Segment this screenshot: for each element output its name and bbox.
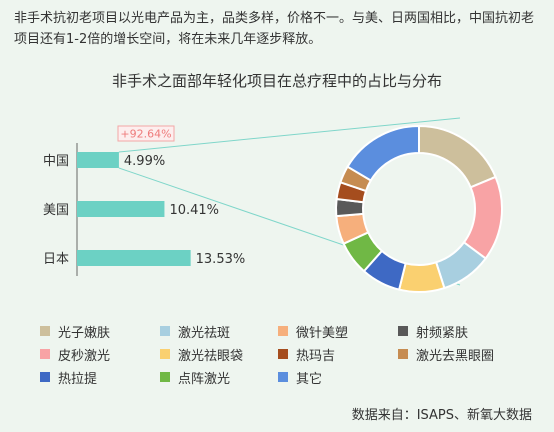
legend-swatch (398, 349, 408, 359)
legend-label: 射频紧肤 (416, 325, 469, 341)
bar-value-label: 4.99% (124, 154, 165, 169)
legend-item: 皮秒激光 (40, 345, 111, 364)
source-note: 数据来自：ISAPS、新氧大数据 (351, 408, 532, 423)
bar-value-label: 10.41% (169, 203, 219, 218)
legend-label: 点阵激光 (178, 371, 231, 387)
legend-swatch (398, 326, 408, 336)
legend-item: 射频紧肤 (398, 322, 469, 341)
legend-swatch (160, 349, 170, 359)
legend-label: 激光祛眼袋 (178, 348, 244, 364)
legend-label: 热拉提 (58, 371, 98, 387)
legend-swatch (40, 326, 50, 336)
legend-swatch (40, 349, 50, 359)
donut-slice (397, 261, 446, 293)
legend-label: 热玛吉 (296, 348, 336, 364)
donut-slice (346, 124, 420, 182)
connector-line-top (118, 117, 461, 153)
legend-swatch (160, 372, 170, 382)
legend-label: 光子嫩肤 (58, 325, 111, 341)
legend-item: 激光祛眼袋 (160, 345, 244, 364)
legend-swatch (160, 326, 170, 336)
legend-swatch (278, 372, 288, 382)
annotation-label: +92.64% (120, 128, 171, 141)
donut-slice (418, 124, 497, 189)
bar-category-label: 中国 (43, 154, 69, 169)
legend-label: 其它 (296, 371, 323, 387)
chart-title: 非手术之面部年轻化项目在总疗程中的占比与分布 (111, 72, 442, 90)
intro-text: 非手术抗初老项目以光电产品为主，品类多样，价格不一。与美、日两国相比，中国抗初老… (14, 11, 535, 47)
legend-item: 微针美塑 (278, 322, 349, 341)
legend-item: 激光去黑眼圈 (398, 345, 495, 364)
legend-label: 皮秒激光 (58, 348, 111, 364)
annotation-box (117, 125, 175, 142)
legend-item: 热玛吉 (278, 345, 336, 364)
bar (77, 152, 119, 168)
legend-swatch (40, 372, 50, 382)
legend-label: 微针美塑 (296, 325, 349, 341)
legend-label: 激光祛斑 (178, 325, 231, 341)
bar-category-label: 美国 (43, 203, 69, 218)
legend-swatch (278, 349, 288, 359)
legend-item: 光子嫩肤 (40, 322, 111, 341)
legend-item: 点阵激光 (160, 368, 231, 387)
bar-value-label: 13.53% (196, 252, 246, 267)
legend-item: 热拉提 (40, 368, 98, 387)
bar-category-label: 日本 (43, 252, 69, 267)
bar (77, 201, 165, 217)
legend-swatch (278, 326, 288, 336)
legend-label: 激光去黑眼圈 (416, 348, 495, 364)
legend-item: 激光祛斑 (160, 322, 231, 341)
bar (77, 250, 191, 266)
legend-item: 其它 (278, 368, 323, 387)
